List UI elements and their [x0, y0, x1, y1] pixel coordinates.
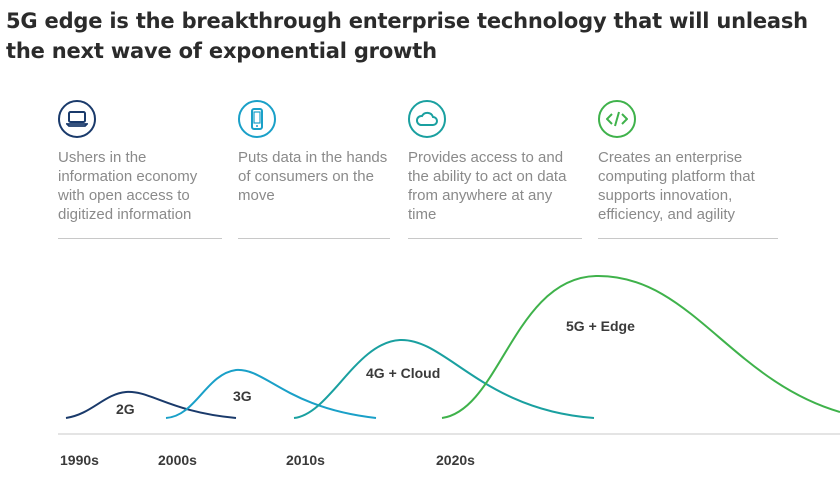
wave-4g-cloud-label: 4G + Cloud — [366, 365, 441, 381]
divider — [238, 238, 390, 239]
column-cloud: Provides access to and the ability to ac… — [408, 100, 582, 239]
wave-5g-edge-label: 5G + Edge — [566, 318, 635, 334]
wave-4g-cloud-curve — [293, 338, 595, 419]
divider — [58, 238, 222, 239]
wave-2g-curve — [65, 390, 237, 419]
divider — [598, 238, 778, 239]
column-description: Puts data in the hands of consumers on t… — [238, 149, 388, 204]
mobile-phone-icon — [238, 100, 276, 138]
timeline-label-2020s: 2020s — [436, 452, 475, 468]
timeline-label-2010s: 2010s — [286, 452, 325, 468]
cloud-icon — [408, 100, 446, 138]
wave-5g-edge-curve — [441, 274, 840, 419]
column-description: Provides access to and the ability to ac… — [408, 149, 567, 223]
timeline-label-2000s: 2000s — [158, 452, 197, 468]
wave-3g-label: 3G — [233, 388, 252, 404]
laptop-icon — [58, 100, 96, 138]
page-title: 5G edge is the breakthrough enterprise t… — [6, 9, 808, 63]
column-description: Creates an enterprise computing platform… — [598, 149, 755, 223]
timeline-label-1990s: 1990s — [60, 452, 99, 468]
column-information-economy: Ushers in the information economy with o… — [58, 100, 222, 239]
column-mobile: Puts data in the hands of consumers on t… — [238, 100, 390, 239]
column-edge-computing: Creates an enterprise computing platform… — [598, 100, 778, 239]
divider — [408, 238, 582, 239]
wave-2g-label: 2G — [116, 401, 135, 417]
wave-3g-curve — [165, 368, 377, 419]
code-icon — [598, 100, 636, 138]
column-description: Ushers in the information economy with o… — [58, 149, 198, 223]
